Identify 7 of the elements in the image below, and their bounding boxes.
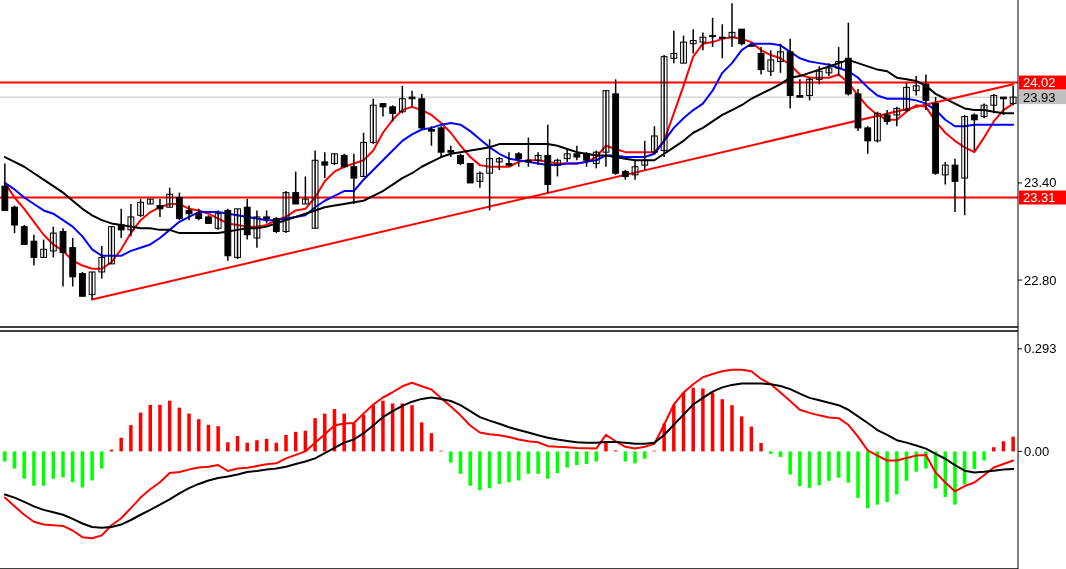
ref-line-label: 23.93 — [1023, 89, 1056, 105]
y-tick-label: 0.00 — [1024, 443, 1050, 459]
y-tick-label: 23.40 — [1024, 175, 1057, 191]
y-tick-label: 0.293 — [1024, 341, 1057, 357]
y-tick-label: 22.80 — [1024, 272, 1057, 288]
ref-line-label: 24.02 — [1023, 75, 1056, 91]
ref-line-label: 23.31 — [1023, 190, 1056, 205]
